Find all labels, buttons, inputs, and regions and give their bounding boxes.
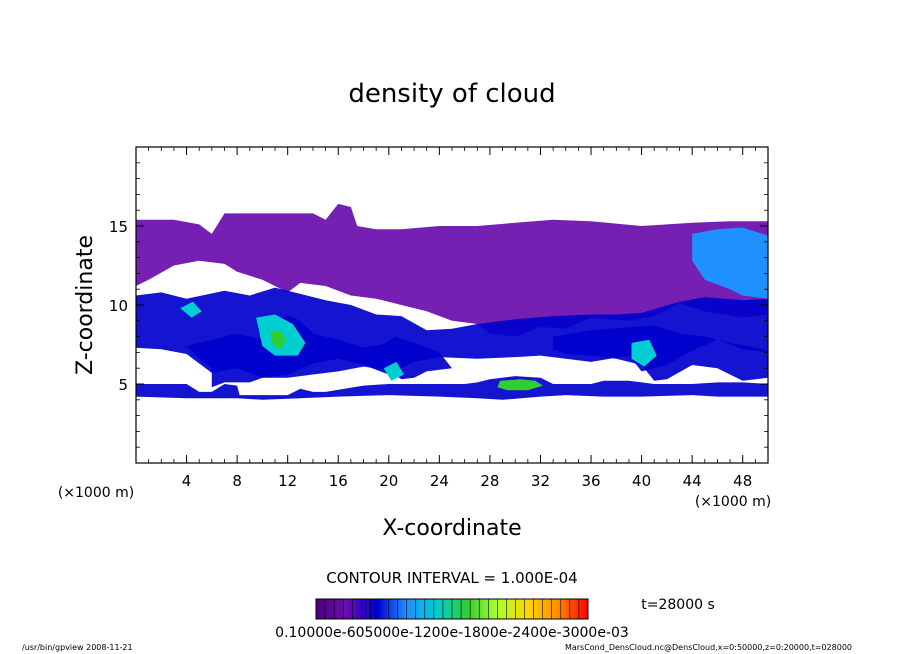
footer-left: /usr/bin/gpview 2008-11-21 bbox=[22, 643, 133, 652]
x-unit-left: (×1000 m) bbox=[58, 485, 134, 501]
cloud-density-field bbox=[136, 203, 768, 400]
x-tick-label: 40 bbox=[632, 472, 651, 490]
x-tick-label: 36 bbox=[581, 472, 600, 490]
x-tick-label: 24 bbox=[430, 472, 449, 490]
cloud-region-right-descending bbox=[553, 325, 768, 381]
cloud-region-mid-core bbox=[180, 301, 202, 318]
colorbar-levels bbox=[324, 599, 580, 619]
cloud-region-mid-core-2 bbox=[383, 361, 404, 381]
cloud-region-strip-core bbox=[497, 379, 543, 391]
x-axis-label: X-coordinate bbox=[382, 516, 521, 541]
x-tick-label: 12 bbox=[278, 472, 297, 490]
x-axis-ticks: 4 8 12 16 20 24 28 32 36 40 44 48 bbox=[148, 147, 756, 490]
chart-title: density of cloud bbox=[348, 79, 555, 109]
x-tick-label: 44 bbox=[683, 472, 702, 490]
x-tick-label: 32 bbox=[531, 472, 550, 490]
footer-right: MarsCond_DensCloud.nc@DensCloud,x=0:5000… bbox=[565, 643, 852, 652]
y-axis-label: Z-coordinate bbox=[73, 235, 98, 375]
x-unit-right: (×1000 m) bbox=[695, 494, 771, 510]
x-tick-label: 8 bbox=[232, 472, 242, 490]
contour-interval: CONTOUR INTERVAL = 1.000E-04 bbox=[326, 569, 577, 587]
x-tick-label: 28 bbox=[480, 472, 499, 490]
y-tick-label: 5 bbox=[118, 376, 128, 394]
x-tick-label: 16 bbox=[329, 472, 348, 490]
x-tick-label: 20 bbox=[379, 472, 398, 490]
cloud-region-high-right bbox=[692, 227, 768, 299]
x-tick-label: 4 bbox=[182, 472, 192, 490]
y-tick-label: 10 bbox=[109, 297, 128, 315]
y-axis-ticks: 5 10 15 bbox=[109, 162, 768, 448]
x-tick-label: 48 bbox=[733, 472, 752, 490]
cloud-region-core-left-inner bbox=[270, 330, 287, 350]
cloud-region-core-right bbox=[631, 339, 657, 367]
time-label: t=28000 s bbox=[641, 597, 715, 613]
colorbar-labels: 0.10000e-605000e-1200e-1800e-2400e-3000e… bbox=[275, 625, 629, 641]
cloud-region-bottom-strip bbox=[136, 376, 768, 400]
y-tick-label: 15 bbox=[109, 218, 128, 236]
cloud-region-upper-band bbox=[136, 203, 768, 337]
